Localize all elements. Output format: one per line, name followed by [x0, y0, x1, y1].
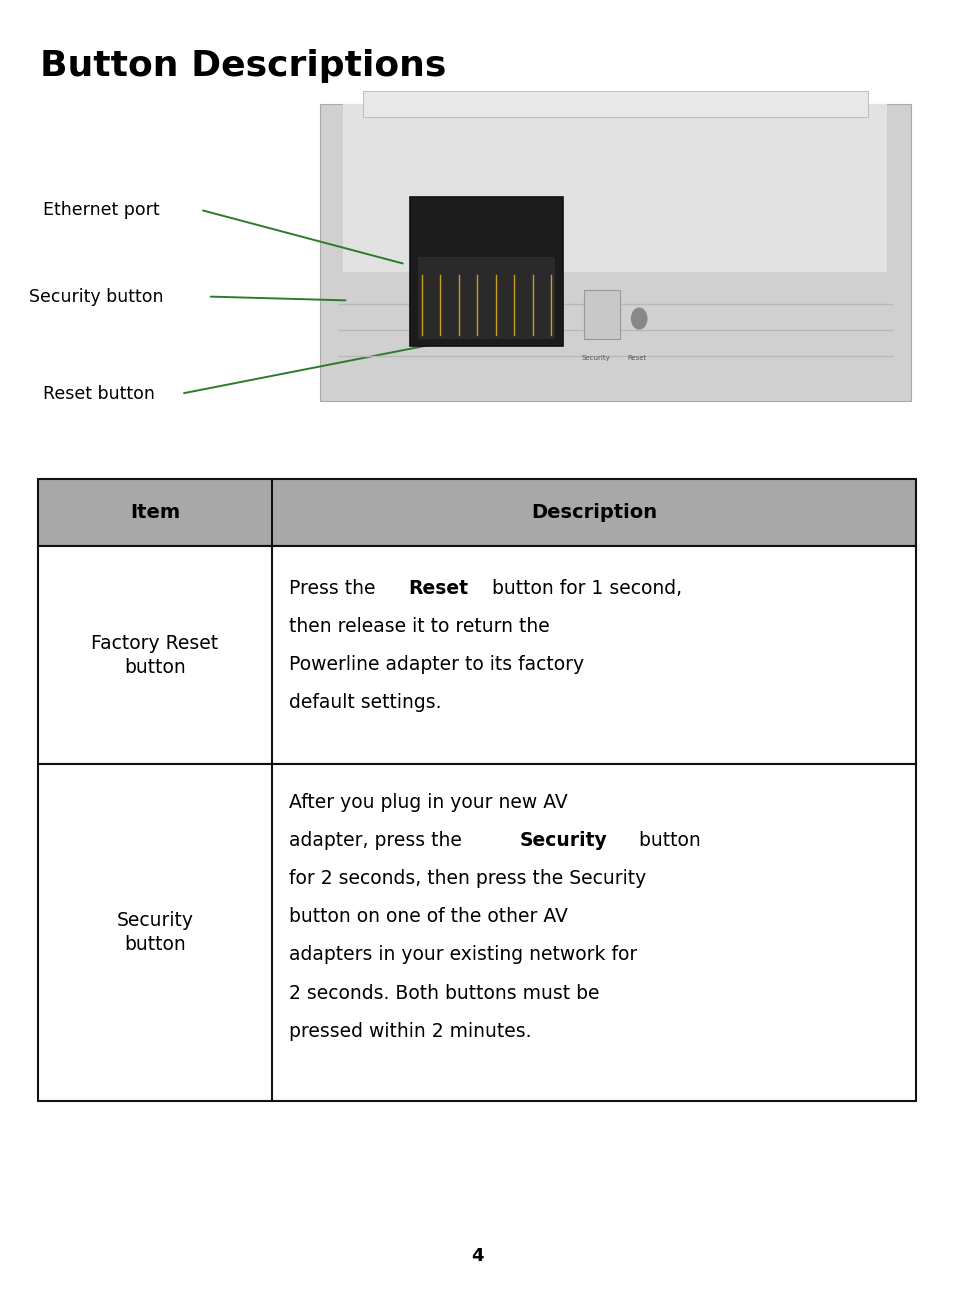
Text: Description: Description [530, 504, 657, 522]
Text: Reset button: Reset button [43, 385, 154, 403]
Text: then release it to return the: then release it to return the [289, 618, 549, 636]
Text: Item: Item [130, 504, 180, 522]
Bar [362, 91, 867, 117]
Text: Powerline adapter to its factory: Powerline adapter to its factory [289, 655, 583, 675]
Text: button: button [633, 831, 700, 850]
Text: for 2 seconds, then press the Security: for 2 seconds, then press the Security [289, 869, 645, 888]
Text: pressed within 2 minutes.: pressed within 2 minutes. [289, 1022, 531, 1041]
Bar [343, 104, 886, 272]
Circle shape [631, 308, 646, 329]
Text: 4: 4 [470, 1247, 483, 1265]
Text: Security: Security [581, 355, 610, 361]
Text: adapter, press the: adapter, press the [289, 831, 467, 850]
Bar [319, 104, 910, 401]
Text: button on one of the other AV: button on one of the other AV [289, 908, 567, 926]
Bar [583, 290, 619, 339]
Text: Security button: Security button [29, 287, 163, 306]
Bar [417, 258, 555, 339]
Text: Security
button: Security button [116, 910, 193, 954]
Bar [38, 546, 915, 764]
Bar [410, 197, 562, 346]
Text: Button Descriptions: Button Descriptions [40, 49, 446, 83]
Text: button for 1 second,: button for 1 second, [485, 579, 681, 598]
Text: Press the: Press the [289, 579, 381, 598]
Text: Ethernet port: Ethernet port [43, 201, 159, 219]
Text: default settings.: default settings. [289, 694, 441, 712]
Bar [38, 764, 915, 1101]
Text: Security: Security [519, 831, 607, 850]
Text: 2 seconds. Both buttons must be: 2 seconds. Both buttons must be [289, 984, 598, 1002]
Bar [38, 479, 915, 546]
Text: Reset: Reset [627, 355, 646, 361]
Text: After you plug in your new AV: After you plug in your new AV [289, 793, 567, 812]
Text: adapters in your existing network for: adapters in your existing network for [289, 945, 637, 965]
Text: Reset: Reset [408, 579, 468, 598]
Text: Factory Reset
button: Factory Reset button [91, 633, 218, 677]
